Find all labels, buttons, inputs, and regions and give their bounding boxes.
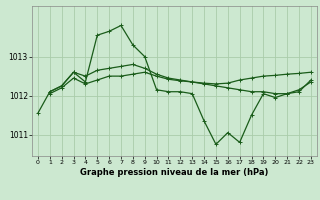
X-axis label: Graphe pression niveau de la mer (hPa): Graphe pression niveau de la mer (hPa) [80,168,268,177]
